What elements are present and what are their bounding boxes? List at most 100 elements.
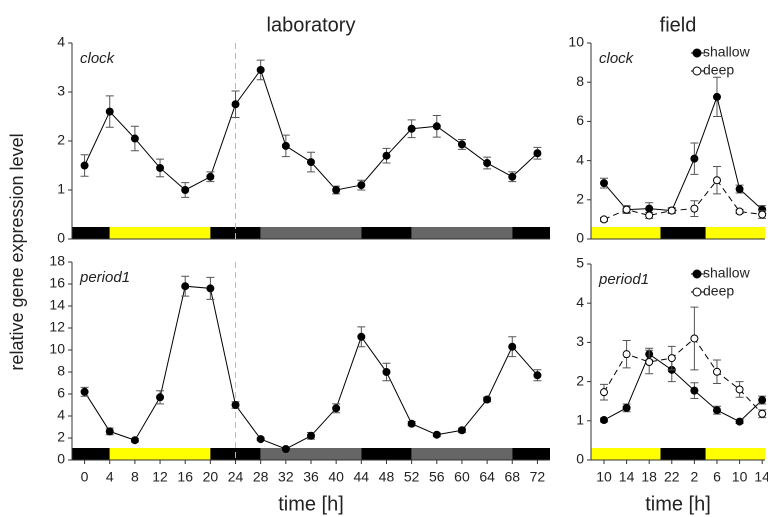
y-tick-label: 6 [57, 385, 65, 401]
x-tick-label: 0 [81, 469, 89, 485]
x-tick-label: 72 [530, 469, 546, 485]
x-tick-label: 18 [641, 469, 657, 485]
data-point [231, 401, 240, 409]
data-point [645, 204, 654, 213]
y-tick-label: 3 [576, 333, 584, 349]
series-line [84, 285, 538, 450]
data-point [307, 158, 315, 167]
y-tick-label: 6 [576, 112, 584, 128]
data-point [645, 211, 654, 220]
x-tick-label: 68 [504, 469, 520, 485]
data-point [758, 409, 767, 418]
data-point [533, 371, 542, 380]
data-point [735, 385, 744, 394]
data-point [735, 185, 744, 194]
x-axis-label: time [h] [278, 493, 344, 515]
panel-title: field [660, 14, 697, 36]
data-point [712, 406, 721, 415]
x-tick-label: 48 [379, 469, 395, 485]
y-tick-label: 2 [576, 372, 584, 388]
gene-label: period1 [79, 269, 130, 286]
light-bar [72, 227, 110, 239]
data-point [332, 404, 341, 413]
light-bar [361, 448, 412, 460]
x-axis-label: time [h] [645, 493, 711, 515]
light-bar [591, 448, 661, 460]
y-tick-label: 0 [576, 451, 584, 467]
data-point [181, 186, 190, 194]
y-tick-label: 0 [57, 451, 65, 467]
y-tick-label: 12 [49, 319, 65, 335]
data-point [599, 388, 608, 397]
data-point [712, 176, 721, 185]
data-point [357, 332, 366, 341]
y-tick-label: 18 [49, 253, 65, 269]
light-bar [512, 227, 550, 239]
x-tick-label: 4 [106, 469, 114, 485]
data-point [80, 387, 89, 396]
data-point [622, 350, 631, 359]
data-point [457, 426, 466, 435]
light-bar [411, 448, 513, 460]
gene-label: clock [599, 50, 635, 67]
legend-label: shallow [703, 44, 751, 60]
legend-marker [692, 287, 702, 297]
data-point [407, 419, 416, 428]
y-tick-label: 0 [576, 230, 584, 246]
data-point [357, 181, 366, 190]
data-point [206, 172, 215, 181]
data-point [382, 151, 391, 160]
light-bar [705, 448, 765, 460]
legend-marker [692, 48, 702, 58]
data-point [332, 186, 341, 194]
data-point [712, 92, 721, 101]
data-point [667, 206, 676, 215]
data-point [483, 395, 492, 404]
data-point [432, 122, 441, 131]
light-bar [411, 227, 513, 239]
data-point [156, 163, 165, 172]
x-tick-label: 24 [228, 469, 244, 485]
data-point [256, 65, 265, 74]
x-tick-label: 14 [754, 469, 768, 485]
y-tick-label: 10 [49, 341, 65, 357]
data-point [758, 210, 767, 219]
light-bar [591, 227, 661, 239]
data-point [105, 107, 114, 116]
x-tick-label: 60 [454, 469, 470, 485]
data-point [130, 436, 139, 445]
x-tick-label: 40 [328, 469, 344, 485]
data-point [690, 334, 699, 343]
data-point [735, 207, 744, 216]
y-tick-label: 0 [57, 230, 65, 246]
series-line [603, 337, 763, 415]
legend-label: deep [703, 283, 734, 299]
x-tick-label: 10 [596, 469, 612, 485]
legend-label: shallow [703, 265, 751, 281]
light-bar [361, 227, 412, 239]
data-point [231, 100, 240, 109]
data-point [508, 172, 517, 181]
data-point [599, 215, 608, 224]
gene-label: clock [80, 50, 116, 67]
data-point [508, 342, 517, 351]
series-line [603, 179, 763, 220]
data-point [712, 367, 721, 376]
x-tick-label: 16 [177, 469, 193, 485]
x-tick-label: 52 [404, 469, 420, 485]
x-tick-label: 36 [303, 469, 319, 485]
y-tick-label: 10 [568, 34, 584, 50]
y-tick-label: 16 [49, 275, 65, 291]
data-point [382, 368, 391, 376]
data-point [256, 435, 265, 444]
data-point [432, 430, 441, 439]
data-point [156, 393, 165, 402]
legend-label: deep [703, 62, 734, 78]
data-point [533, 149, 542, 158]
x-tick-label: 28 [253, 469, 269, 485]
data-point [667, 354, 676, 363]
data-point [645, 358, 654, 366]
data-point [307, 431, 315, 440]
y-tick-label: 4 [576, 294, 584, 310]
data-point [735, 417, 744, 426]
